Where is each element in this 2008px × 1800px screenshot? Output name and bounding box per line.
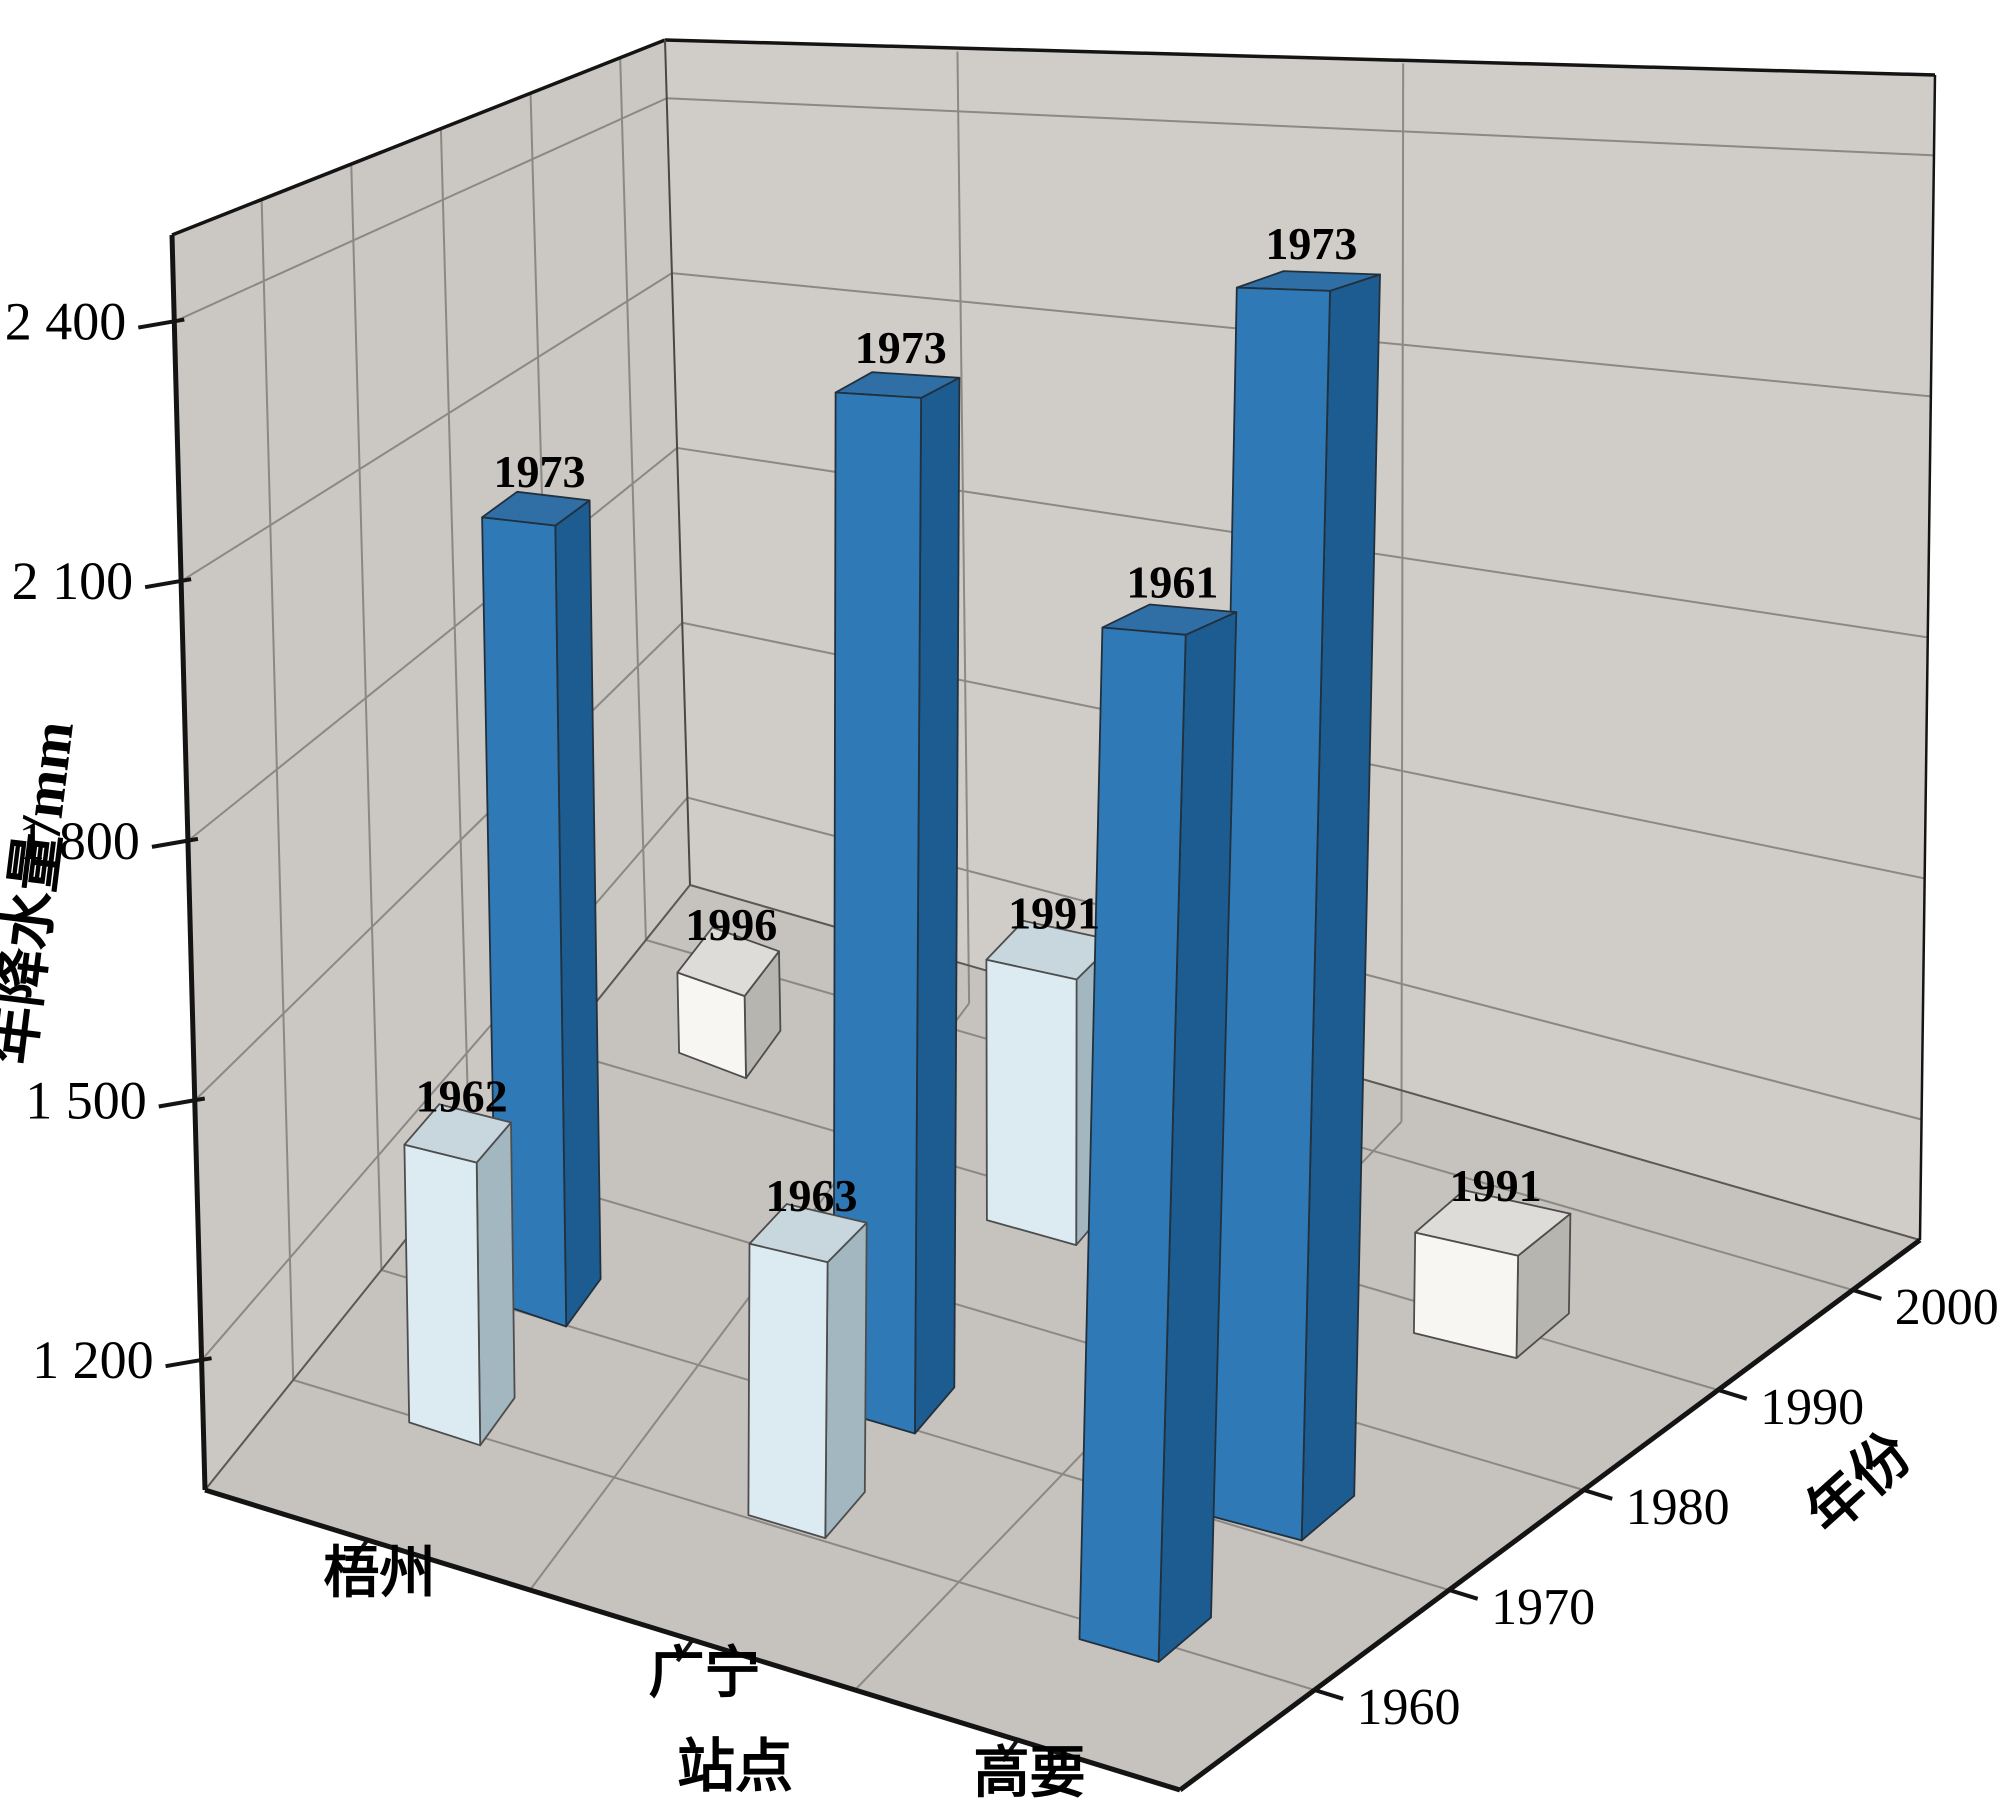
- value-tick: [144, 577, 192, 590]
- value-tick-label: 2 400: [5, 292, 127, 352]
- value-tick-label: 1 800: [18, 811, 140, 871]
- bar-front-face: [1413, 1231, 1519, 1359]
- year-tick: [1313, 1688, 1344, 1701]
- bar-高要-1991: [1413, 1189, 1572, 1359]
- year-tick-label: 1970: [1491, 1579, 1595, 1636]
- left-wall-year-gridline: [350, 164, 383, 1271]
- left-wall-top-edge: [171, 38, 666, 237]
- year-tick-label: 2000: [1895, 1279, 1999, 1336]
- bar-广宁-1973: [832, 371, 961, 1435]
- bar-year-label: 1973: [1265, 218, 1357, 269]
- bar-广宁-1963: [747, 1203, 868, 1539]
- year-tick: [1717, 1388, 1748, 1401]
- bar-front-face: [403, 1143, 482, 1447]
- scene-walls: [172, 40, 1935, 1790]
- left-wall-year-gridline: [260, 199, 295, 1381]
- value-tick: [137, 317, 185, 330]
- left-wall-gridline: [180, 272, 673, 583]
- bar-year-label: 1961: [1126, 557, 1218, 608]
- year-axis-title: 年份: [1794, 1421, 1924, 1547]
- bar-year-label: 1991: [1008, 887, 1100, 938]
- bar-year-label: 1963: [765, 1170, 857, 1221]
- bar-梧州-1996: [676, 926, 782, 1080]
- left-wall-year-gridline: [439, 128, 471, 1161]
- station-tick-label: 广宁: [649, 1643, 761, 1705]
- bar-year-label: 1973: [855, 322, 947, 373]
- year-tick: [1583, 1488, 1613, 1501]
- value-tick-label: 2 100: [12, 551, 134, 611]
- wall-corner-edge: [664, 39, 691, 886]
- bar-front-face: [747, 1242, 829, 1539]
- value-tick: [158, 1096, 206, 1109]
- floor: [205, 885, 1920, 1790]
- bar-梧州-1962: [403, 1103, 516, 1447]
- value-tick-label: 1 500: [25, 1071, 147, 1131]
- value-axis-title: 年降水量/mm: [0, 718, 86, 1068]
- station-tick-label: 高要: [974, 1743, 1086, 1800]
- bar-labels: 1996 1991 1991 1973 1973 1973 1963 1962 1961: [416, 218, 1542, 1221]
- right-wall-gridline: [666, 97, 1935, 157]
- year-tick: [1448, 1588, 1479, 1601]
- bar-高要-1973: [1212, 270, 1381, 1542]
- left-wall-year-gridline: [619, 57, 647, 941]
- bar-front-face: [832, 391, 922, 1435]
- station-tick-label: 梧州: [324, 1543, 436, 1605]
- station-tick: [350, 1538, 370, 1563]
- year-tick-label: 1960: [1357, 1679, 1461, 1736]
- year-axis-line: [1178, 1237, 1922, 1793]
- bar-side-face: [475, 1121, 516, 1447]
- station-tick: [675, 1638, 695, 1663]
- value-tick-label: 1 200: [32, 1330, 154, 1390]
- bar-高要-1961: [1078, 603, 1238, 1663]
- bar-side-face: [914, 376, 961, 1435]
- right-wall-outer-edge: [1918, 74, 1937, 1241]
- right-wall-station-gridline: [956, 51, 971, 1004]
- value-tick: [165, 1356, 212, 1369]
- year-tick-label: 1990: [1760, 1379, 1864, 1436]
- station-axis-title: 站点: [677, 1734, 793, 1799]
- bars: [403, 270, 1572, 1663]
- year-tick: [1852, 1288, 1882, 1301]
- bar-year-label: 1991: [1450, 1160, 1542, 1211]
- bar-year-label: 1973: [494, 446, 586, 497]
- bar-year-label: 1962: [416, 1070, 508, 1121]
- bar-front-face: [985, 958, 1078, 1246]
- bar-side-face: [824, 1221, 868, 1539]
- left-wall-gridline: [194, 622, 683, 1102]
- year-tick-label: 1980: [1626, 1479, 1730, 1536]
- bar-front-face: [676, 971, 747, 1080]
- left-wall-gridline: [173, 97, 668, 323]
- left-wall-gridline: [187, 447, 678, 842]
- bar-front-face: [1078, 626, 1187, 1663]
- floor-year-gridline: [469, 1159, 1584, 1491]
- left-wall: [172, 40, 690, 1490]
- left-wall-gridline: [200, 796, 689, 1361]
- axes: [137, 234, 1922, 1793]
- value-axis-line: [169, 234, 208, 1491]
- right-wall-station-gridline: [1400, 63, 1405, 1122]
- right-wall-top-edge: [664, 38, 1936, 77]
- bar-year-label: 1996: [685, 899, 777, 950]
- value-tick: [151, 836, 199, 849]
- station-tick: [1000, 1738, 1020, 1763]
